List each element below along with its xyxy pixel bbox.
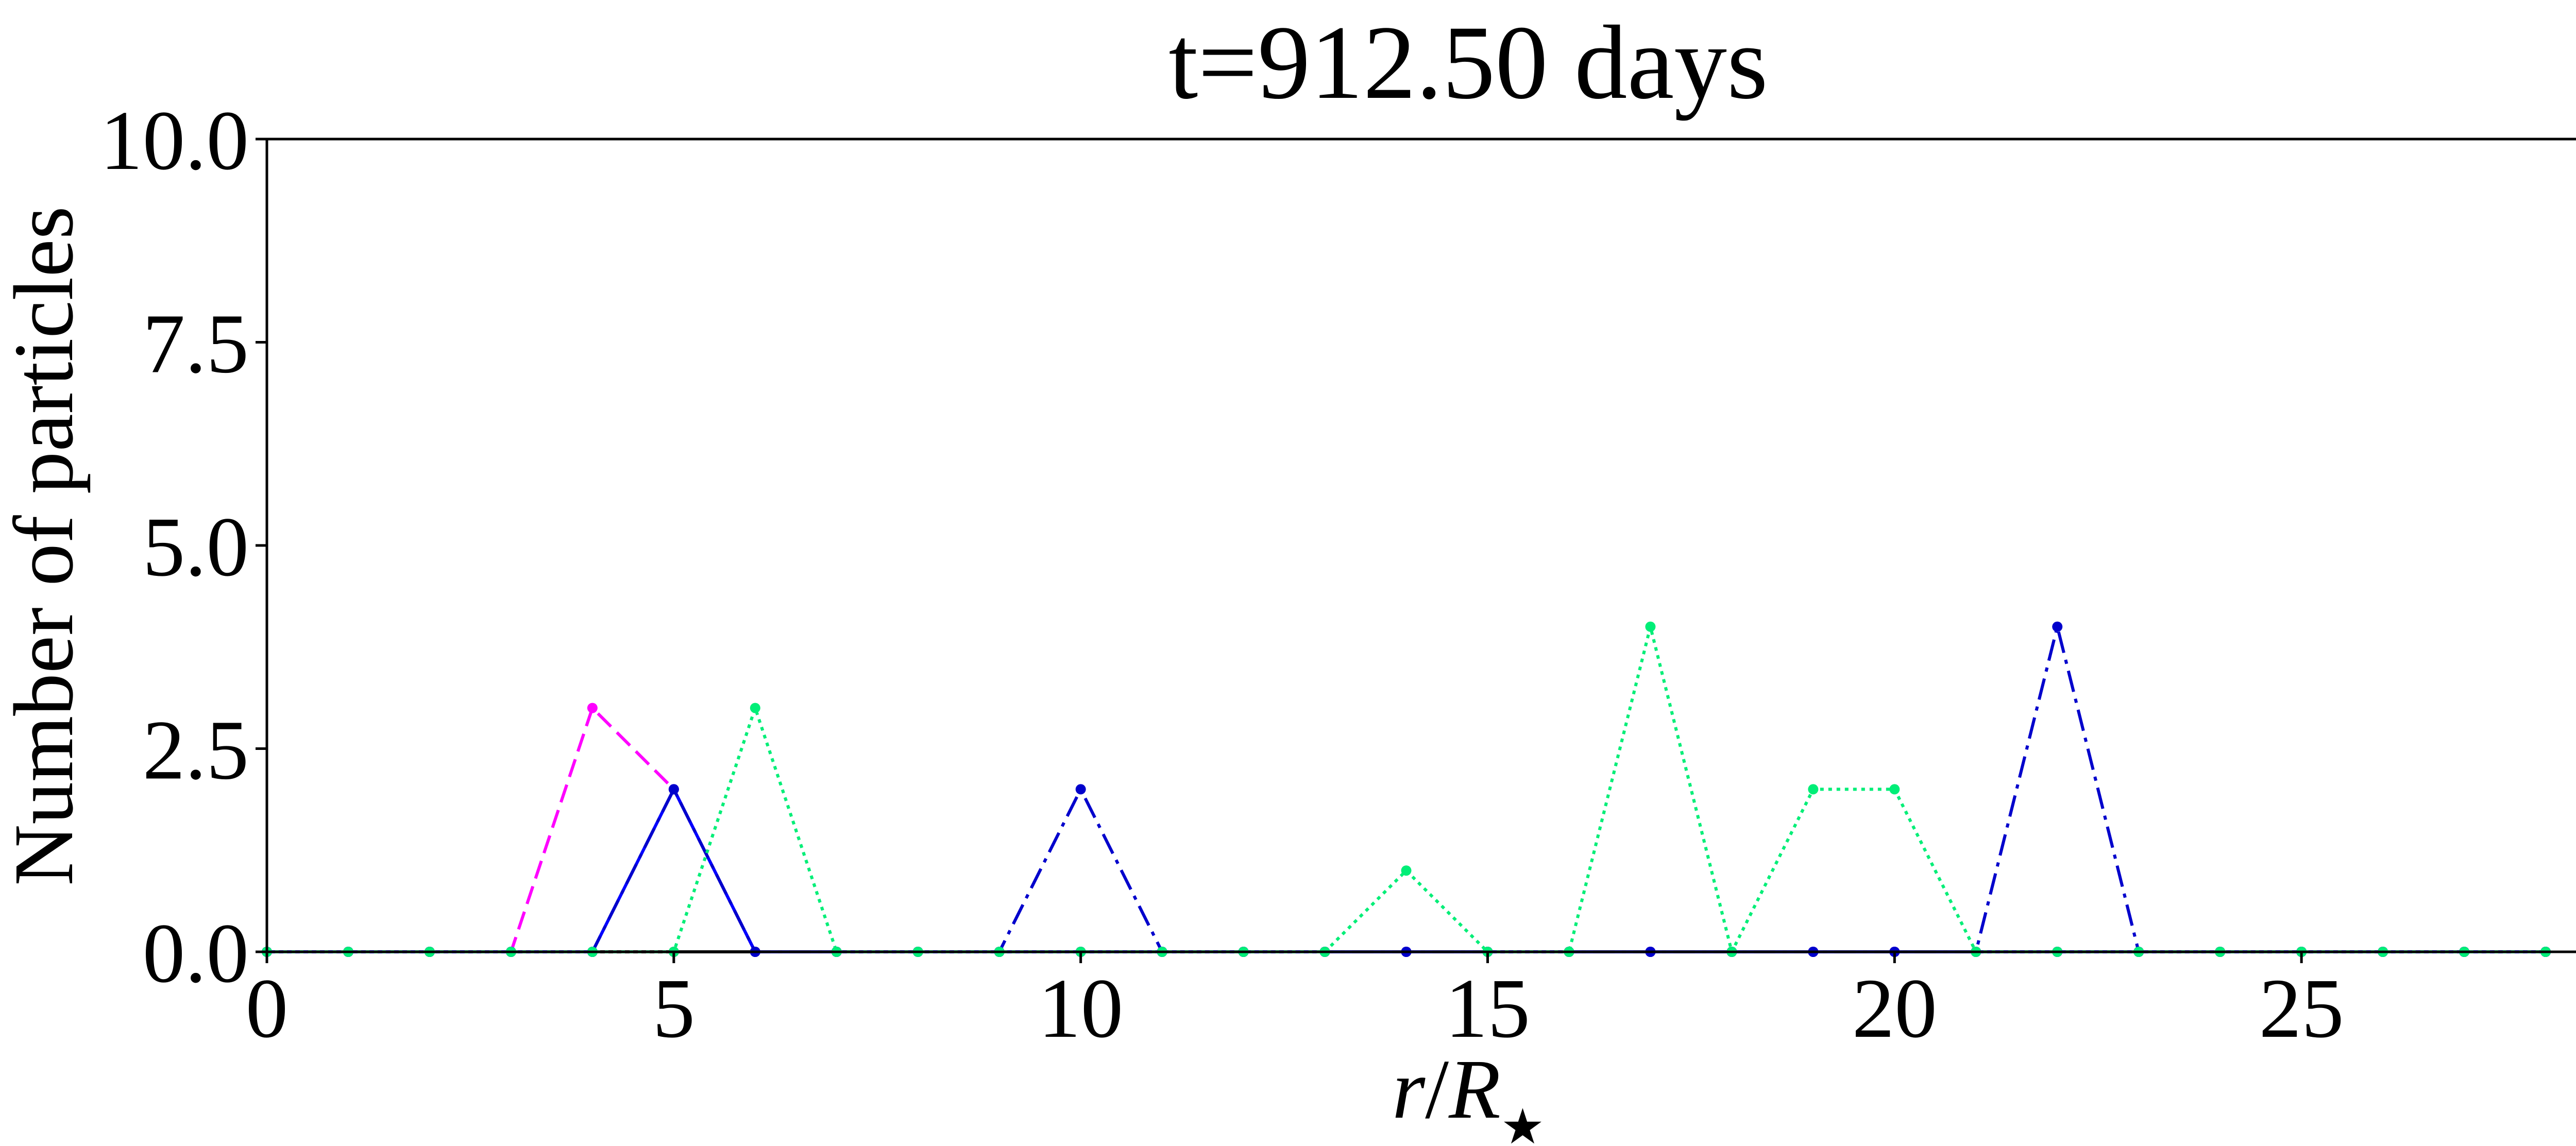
- y-tick-label: 2.5: [143, 703, 249, 797]
- series-1-point-4: [587, 703, 598, 713]
- y-axis-ticks: 0.0 2.5 5.0 7.5 10.0: [100, 93, 267, 1000]
- x-axis-ticks: 0 5 10 15 20 25: [246, 952, 2344, 1055]
- x-axis-label-r: r: [1392, 1042, 1426, 1136]
- series-layer: [262, 621, 2551, 957]
- y-tick-label: 7.5: [143, 297, 249, 391]
- series-4-point-17: [1645, 621, 1656, 632]
- series-3-line: [267, 625, 2546, 953]
- plot-frame: [265, 138, 2576, 953]
- x-tick-label: 25: [2259, 961, 2344, 1055]
- y-tick-label: 10.0: [100, 93, 249, 187]
- x-tick-label: 20: [1852, 961, 1937, 1055]
- x-tick-label: 0: [246, 961, 289, 1055]
- y-axis-label: Number of particles: [0, 206, 91, 886]
- y-tick-label: 0.0: [143, 906, 249, 1000]
- x-tick-label: 10: [1038, 961, 1123, 1055]
- y-tick-label: 5.0: [143, 500, 249, 594]
- series-4-point-6: [750, 703, 760, 713]
- x-axis-label: r/R★: [1392, 1042, 1545, 1146]
- x-axis-label-slash: /: [1425, 1042, 1449, 1136]
- series-4-line: [267, 625, 2546, 953]
- series-4-point-20: [1889, 784, 1900, 795]
- series-3-point-10: [1075, 784, 1086, 795]
- series-3-point-5: [668, 784, 679, 795]
- series-3-point-22: [2052, 621, 2063, 632]
- series-1-line: [267, 706, 2546, 953]
- series-4-point-19: [1808, 784, 1819, 795]
- chart-title: t=912.50 days: [1168, 4, 1768, 121]
- x-axis-label-star: ★: [1501, 1100, 1545, 1146]
- x-tick-label: 15: [1445, 961, 1530, 1055]
- x-tick-label: 5: [653, 961, 696, 1055]
- x-axis-label-R: R: [1448, 1042, 1501, 1136]
- series-4-point-14: [1401, 865, 1412, 876]
